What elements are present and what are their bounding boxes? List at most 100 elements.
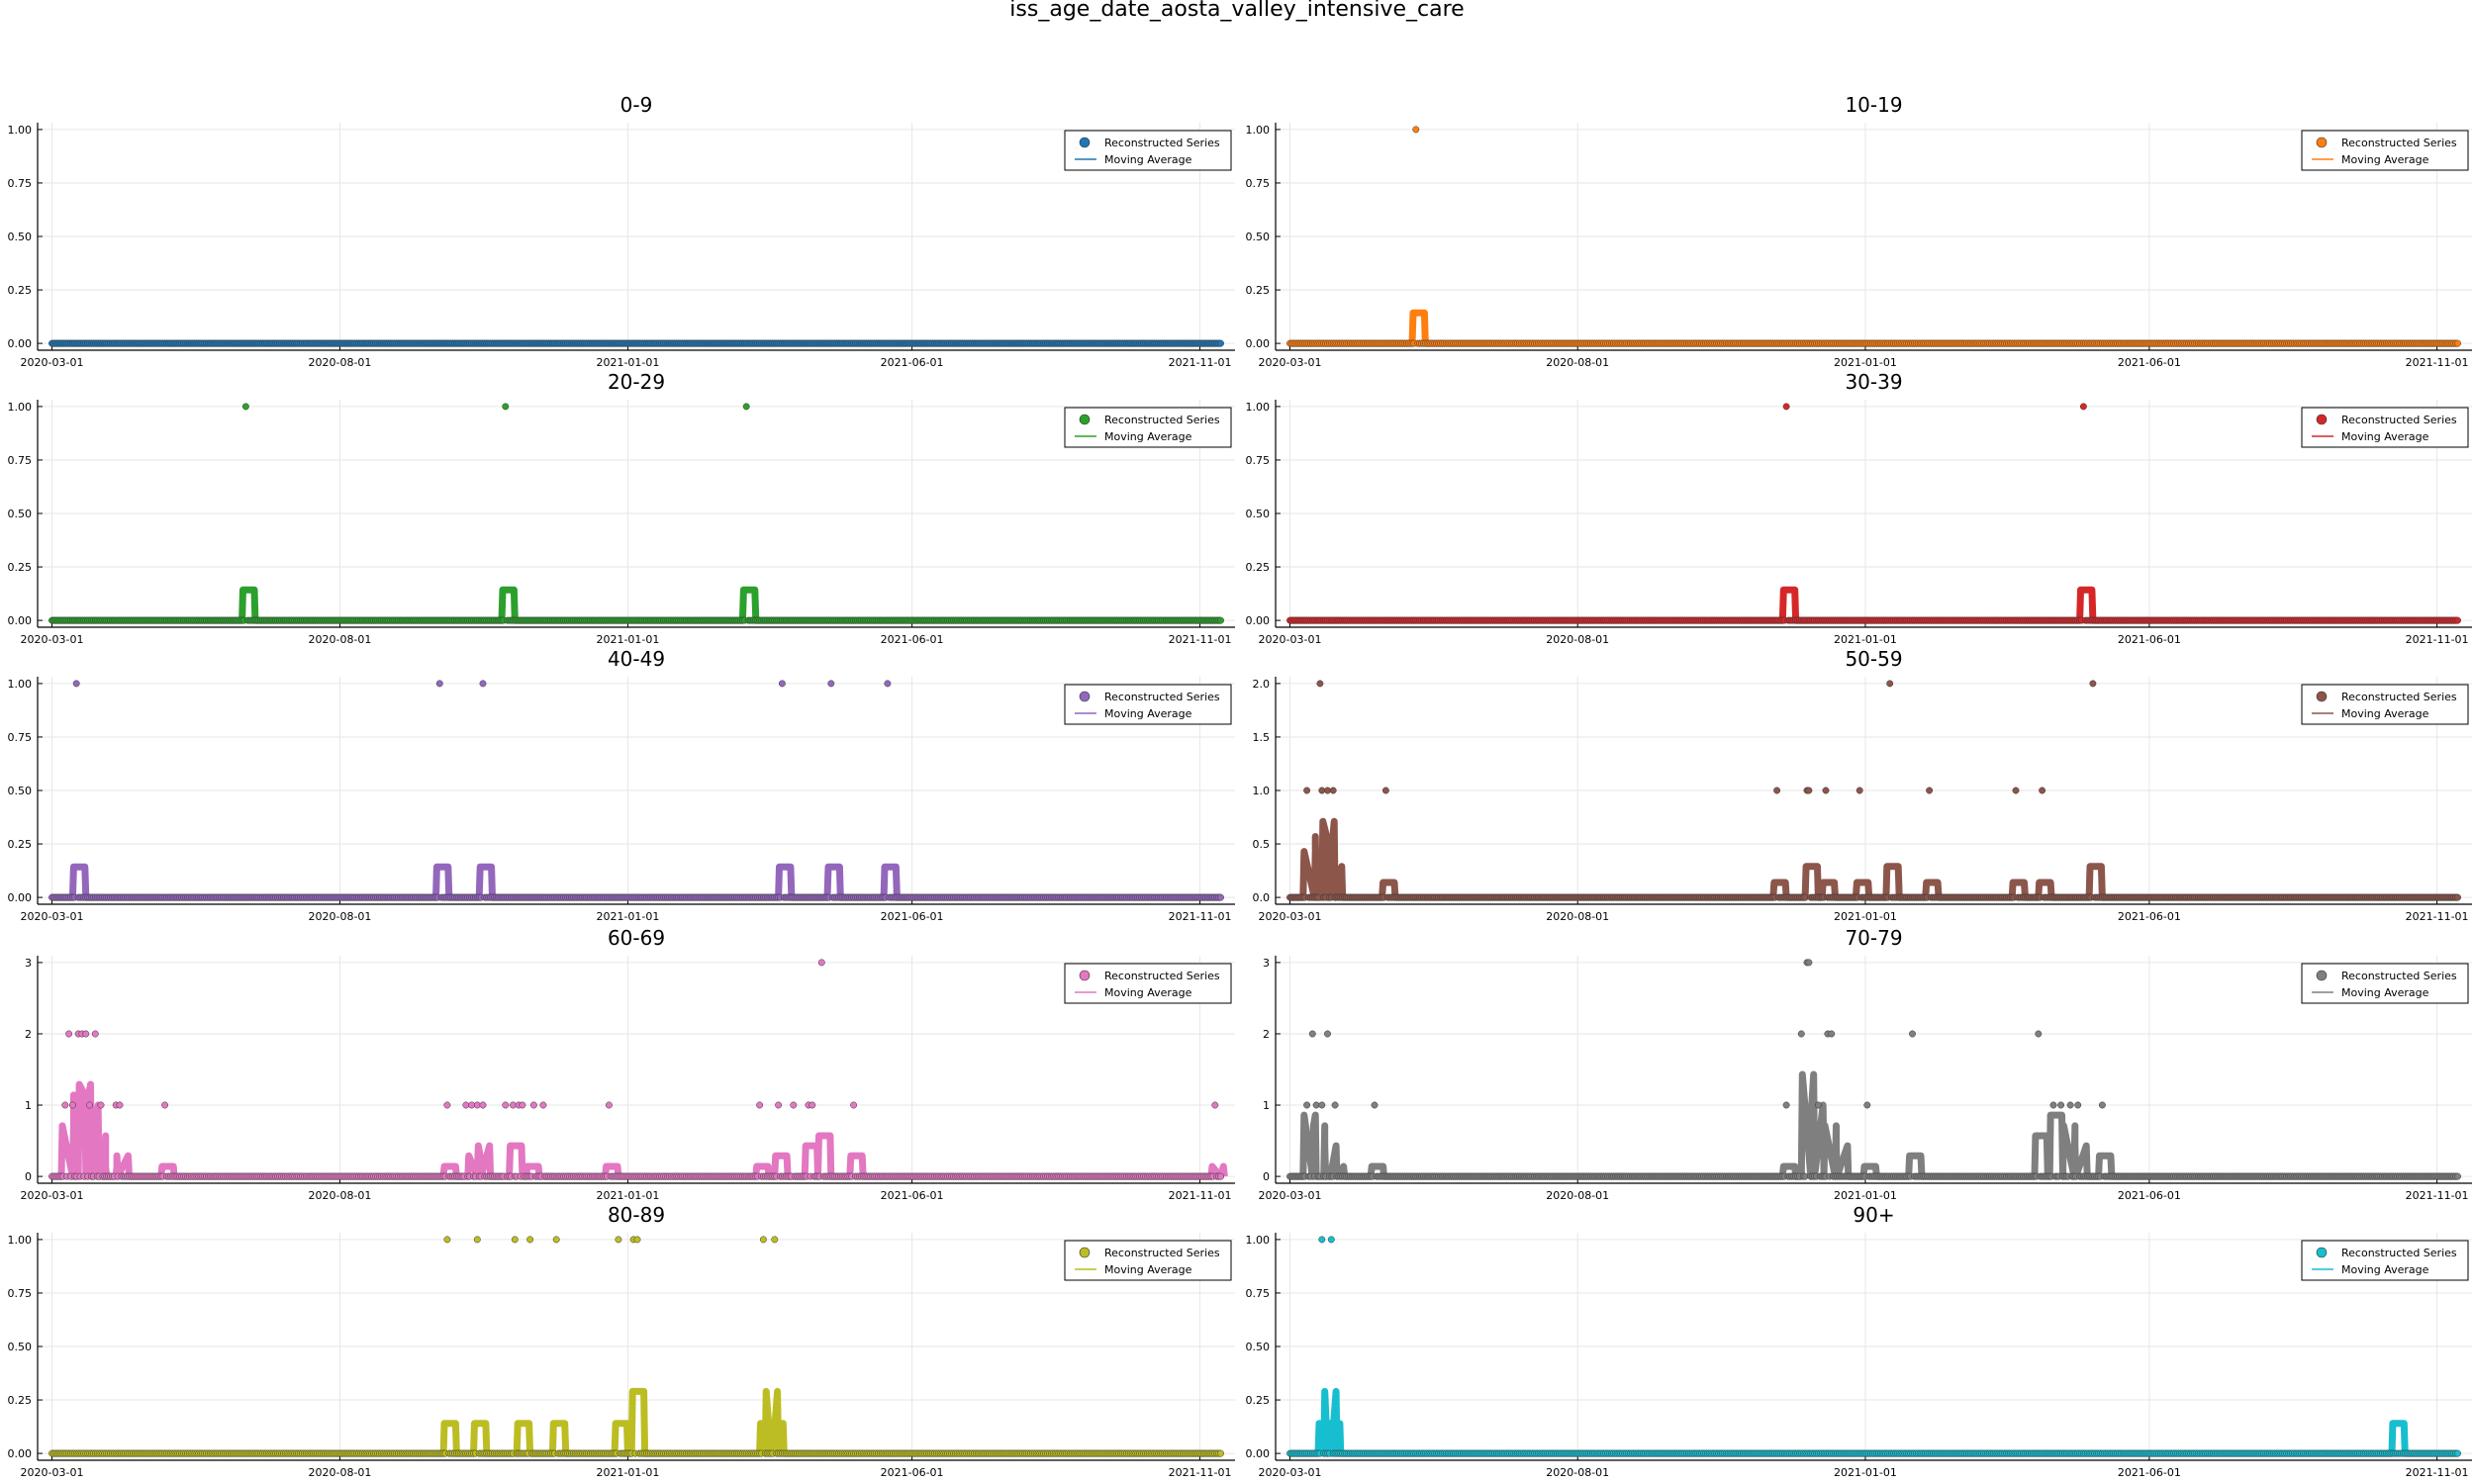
x-tick-label: 2021-11-01 <box>2406 356 2469 369</box>
legend-label-line: Moving Average <box>1104 986 1192 999</box>
y-tick-label: 0.25 <box>1246 561 1271 574</box>
x-tick-label: 2020-03-01 <box>21 356 84 369</box>
moving-average-line <box>1289 1070 2458 1180</box>
y-tick-label: 0.75 <box>8 731 33 744</box>
data-point <box>778 680 786 688</box>
x-tick-label: 2021-01-01 <box>1834 910 1897 923</box>
data-point <box>1314 893 1322 901</box>
y-tick-label: 0.00 <box>8 614 33 627</box>
x-tick-label: 2021-11-01 <box>1169 1189 1232 1202</box>
data-point <box>502 403 510 411</box>
y-tick-label: 1.00 <box>8 124 33 137</box>
moving-average-line <box>1289 817 2458 901</box>
legend-marker-scatter <box>2316 414 2328 425</box>
x-tick-label: 2020-08-01 <box>1546 1189 1609 1202</box>
legend-label-scatter: Reconstructed Series <box>1104 691 1220 703</box>
data-point <box>2089 680 2097 688</box>
data-point <box>1863 1101 1871 1109</box>
subplot-title: 60-69 <box>608 926 665 950</box>
legend-box <box>1064 130 1232 171</box>
x-tick-label: 2020-08-01 <box>309 1189 372 1202</box>
x-tick-label: 2020-03-01 <box>21 1189 84 1202</box>
data-point <box>1303 787 1311 794</box>
legend-label-scatter: Reconstructed Series <box>2341 691 2457 703</box>
x-tick-label: 2020-03-01 <box>1259 633 1322 646</box>
legend: Reconstructed Series Moving Average <box>1064 684 1232 725</box>
x-tick-label: 2020-03-01 <box>1259 910 1322 923</box>
data-point <box>519 1101 526 1109</box>
data-point <box>1329 787 1337 794</box>
x-tick-label: 2021-06-01 <box>881 633 944 646</box>
y-tick-label: 0.00 <box>8 337 33 350</box>
data-point <box>1217 1172 1224 1180</box>
legend-label-scatter: Reconstructed Series <box>1104 970 1220 982</box>
data-point <box>1303 1101 1311 1109</box>
moving-average-line <box>1289 586 2458 624</box>
data-point <box>809 1101 816 1109</box>
data-point <box>72 680 80 688</box>
y-tick-label: 1.5 <box>1253 731 1271 744</box>
x-tick-label: 2021-11-01 <box>2406 910 2469 923</box>
data-point <box>1318 1101 1326 1109</box>
y-tick-label: 0.75 <box>8 177 33 190</box>
subplot-title: 50-59 <box>1845 647 1902 671</box>
subplot-title: 40-49 <box>608 647 665 671</box>
x-tick-label: 2020-03-01 <box>1259 356 1322 369</box>
data-point <box>1217 616 1224 624</box>
data-point <box>817 959 825 967</box>
x-tick-label: 2021-01-01 <box>1834 633 1897 646</box>
data-point <box>1308 1030 1316 1038</box>
subplot-title: 30-39 <box>1845 370 1902 394</box>
legend-label-line: Moving Average <box>2341 707 2429 720</box>
data-point <box>1324 787 1331 794</box>
data-point <box>1412 126 1420 134</box>
y-tick-label: 3 <box>1263 957 1270 970</box>
y-tick-label: 1.00 <box>1246 124 1271 137</box>
x-tick-label: 2021-06-01 <box>2118 633 2181 646</box>
y-tick-label: 0.75 <box>1246 454 1271 467</box>
data-point <box>1316 680 1324 688</box>
y-tick-label: 0.25 <box>8 838 33 851</box>
data-point <box>1805 787 1813 794</box>
moving-average-line <box>51 1080 1228 1180</box>
x-tick-label: 2021-11-01 <box>2406 633 2469 646</box>
subplot-title: 10-19 <box>1845 93 1902 117</box>
x-tick-label: 2020-08-01 <box>309 910 372 923</box>
data-point <box>1828 1030 1836 1038</box>
data-point <box>1926 787 1934 794</box>
x-tick-label: 2021-06-01 <box>881 356 944 369</box>
data-point <box>468 1101 476 1109</box>
y-tick-label: 0.50 <box>1246 508 1271 520</box>
y-tick-label: 2 <box>25 1028 32 1041</box>
legend-label-line: Moving Average <box>1104 707 1192 720</box>
reconstructed-series-points <box>48 339 1224 347</box>
legend: Reconstructed Series Moving Average <box>1064 963 1232 1004</box>
data-point <box>1801 1172 1809 1180</box>
y-tick-label: 0.25 <box>8 284 33 297</box>
data-point <box>82 1030 90 1038</box>
y-tick-label: 0.00 <box>1246 337 1271 350</box>
data-point <box>605 1101 613 1109</box>
data-point <box>462 1101 470 1109</box>
x-tick-label: 2020-08-01 <box>309 633 372 646</box>
data-point <box>2454 616 2461 624</box>
data-point <box>509 1101 517 1109</box>
data-point <box>1805 959 1813 967</box>
legend-label-line: Moving Average <box>1104 153 1192 166</box>
y-tick-label: 1.00 <box>8 401 33 414</box>
reconstructed-series-points <box>1286 126 2461 347</box>
data-point <box>742 403 750 411</box>
legend-label-scatter: Reconstructed Series <box>1104 137 1220 149</box>
x-tick-label: 2020-08-01 <box>309 356 372 369</box>
y-tick-label: 0.0 <box>1253 891 1271 904</box>
legend-label-scatter: Reconstructed Series <box>1104 414 1220 426</box>
legend-marker-scatter <box>2316 137 2328 148</box>
y-tick-label: 2 <box>1263 1028 1270 1041</box>
data-point <box>756 1101 764 1109</box>
x-tick-label: 2020-08-01 <box>1546 633 1609 646</box>
